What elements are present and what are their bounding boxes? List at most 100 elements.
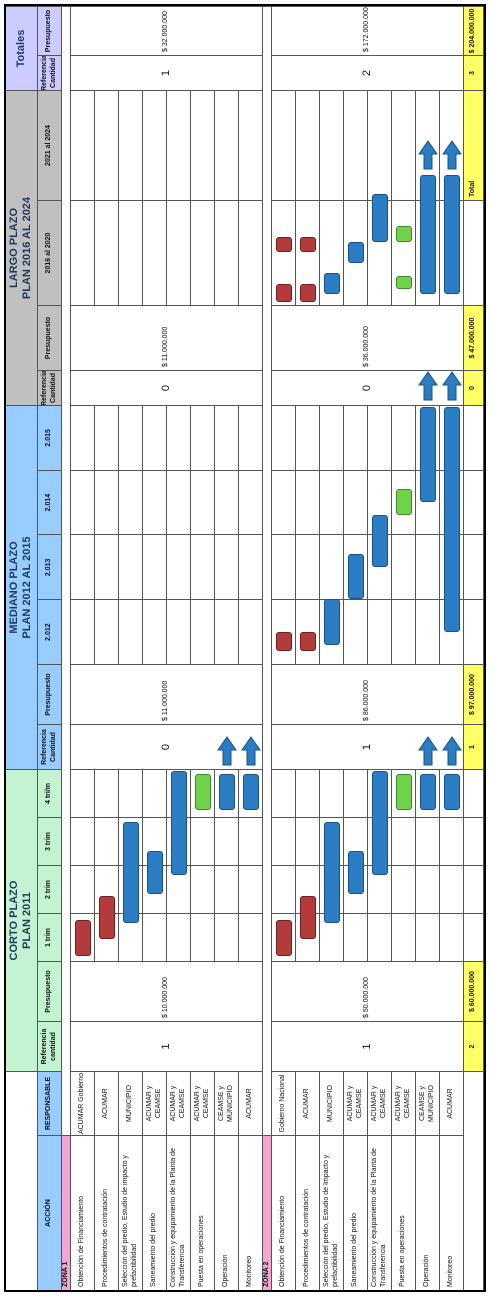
column-header: Presupuesto — [38, 664, 62, 724]
period-cell — [71, 534, 95, 600]
cell-text: Selección del predio, Estudio de Impacto… — [323, 1154, 339, 1287]
action: Monitoreo — [440, 1135, 464, 1290]
schedule-bar — [324, 599, 340, 645]
cell-text: Construcción y equipamiento de la Planta… — [371, 1148, 387, 1287]
period-cell — [296, 469, 320, 535]
schedule-bar — [300, 631, 316, 652]
schedule-bar — [219, 773, 235, 810]
cell-text: ACUMAR y CEAMSE — [194, 1085, 210, 1122]
cell-text: Construcción y equipamiento de la Planta… — [170, 1148, 186, 1287]
cell-text: 1 — [361, 743, 374, 751]
cell-text: 2016 al 2020 — [45, 232, 53, 274]
cell-text: Referencia Cantidad — [41, 370, 57, 405]
action: Procedimientos de contratación — [95, 1135, 119, 1290]
cell-text: 0 — [160, 384, 173, 392]
total-empty — [464, 865, 484, 913]
period-cell — [95, 599, 119, 664]
period-cell — [239, 90, 263, 200]
schedule-bar — [75, 920, 91, 957]
period-cell — [272, 405, 296, 470]
reference-quantity: 1 — [71, 55, 263, 90]
total-empty — [464, 913, 484, 961]
period-cell — [272, 534, 296, 600]
period-cell — [119, 469, 143, 535]
budget: $ 86.000.000 — [272, 664, 464, 724]
column-header: 2016 al 2020 — [38, 200, 62, 305]
column-header: 1 trim — [38, 913, 62, 961]
schedule-bar — [276, 920, 292, 957]
column-header: 2.013 — [38, 534, 62, 600]
total-empty — [464, 534, 484, 600]
responsible: ACUMAR — [296, 1071, 320, 1135]
responsible: ACUMAR y CEAMSE — [368, 1071, 392, 1135]
period-cell — [191, 913, 215, 961]
cell-text: 1 — [361, 1043, 374, 1050]
column-header: Presupuesto — [38, 961, 62, 1021]
column-header: 4 tri/m — [38, 769, 62, 817]
responsible: ACUMAR Gobierno — [71, 1071, 95, 1135]
column-header: Presupuesto — [38, 6, 62, 55]
cell-text: MUNICIPIO — [327, 1085, 335, 1122]
cell-text: MEDIANO PLAZO — [8, 541, 21, 634]
schedule-bar — [324, 273, 340, 295]
cell-text: Presupuesto — [45, 9, 53, 53]
total-empty — [464, 817, 484, 865]
cell-text: Presupuesto — [45, 673, 53, 716]
responsible: ACUMAR — [440, 1071, 464, 1135]
schedule-bar — [276, 284, 292, 302]
cell-text: Obtención de Financiamiento — [78, 1195, 86, 1287]
cell-text: $ 204.000.000 — [469, 8, 477, 54]
cell-text: 1 — [160, 1043, 173, 1050]
action: Construcción y equipamiento de la Planta… — [167, 1135, 191, 1290]
cell-text: ACUMAR y CEAMSE — [347, 1085, 363, 1122]
period-cell — [191, 865, 215, 913]
cell-text: CEAMSE y MUNICIPIO — [218, 1085, 234, 1122]
cell-text: Total — [469, 180, 477, 197]
continuation-arrow — [442, 140, 462, 170]
period-cell — [440, 913, 464, 961]
zone-label: ZONA 2 — [263, 1135, 272, 1290]
responsible: ACUMAR — [239, 1071, 263, 1135]
group-title: MEDIANO PLAZO PLAN 2012 AL 2015 — [5, 405, 38, 769]
action: Puesta en operaciones — [191, 1135, 215, 1290]
period-cell — [392, 817, 416, 865]
period-cell — [95, 200, 119, 305]
column-header: 2.014 — [38, 469, 62, 535]
arrow-shape — [418, 736, 438, 766]
cell-text: 2.015 — [45, 429, 53, 447]
cell-text: $ 172.000.000 — [363, 7, 371, 52]
cell-text: 0 — [361, 384, 374, 392]
period-cell — [167, 90, 191, 200]
responsible: CEAMSE y MUNICIPIO — [215, 1071, 239, 1135]
period-cell — [344, 90, 368, 200]
period-cell — [215, 200, 239, 305]
group-title: Totales — [5, 6, 38, 90]
cell-text: 3 trim — [45, 831, 53, 852]
cell-text: 0 — [160, 743, 173, 751]
period-cell — [320, 405, 344, 470]
zone-row — [263, 6, 272, 1135]
cell-text: LARGO PLAZO — [8, 207, 21, 289]
period-cell — [119, 534, 143, 600]
period-cell — [239, 913, 263, 961]
period-cell — [167, 469, 191, 535]
period-cell — [95, 469, 119, 535]
responsible: ACUMAR y CEAMSE — [392, 1071, 416, 1135]
period-cell — [119, 200, 143, 305]
period-cell — [416, 865, 440, 913]
period-cell — [191, 469, 215, 535]
arrow-shape — [418, 371, 438, 401]
period-cell — [344, 405, 368, 470]
period-cell — [239, 817, 263, 865]
period-cell — [392, 534, 416, 600]
cell-text: ACUMAR y CEAMSE — [170, 1085, 186, 1122]
cell-text: Monitoreo — [447, 1255, 455, 1287]
column-header: Referencia cantidad — [38, 1021, 62, 1071]
schedule-bar — [276, 236, 292, 253]
cell-text: Procedimientos de contratación — [303, 1188, 311, 1287]
total-empty — [464, 405, 484, 470]
cell-text: CORTO PLAZO — [8, 880, 21, 961]
period-cell — [392, 599, 416, 664]
cell-text: Monitoreo — [246, 1255, 254, 1287]
